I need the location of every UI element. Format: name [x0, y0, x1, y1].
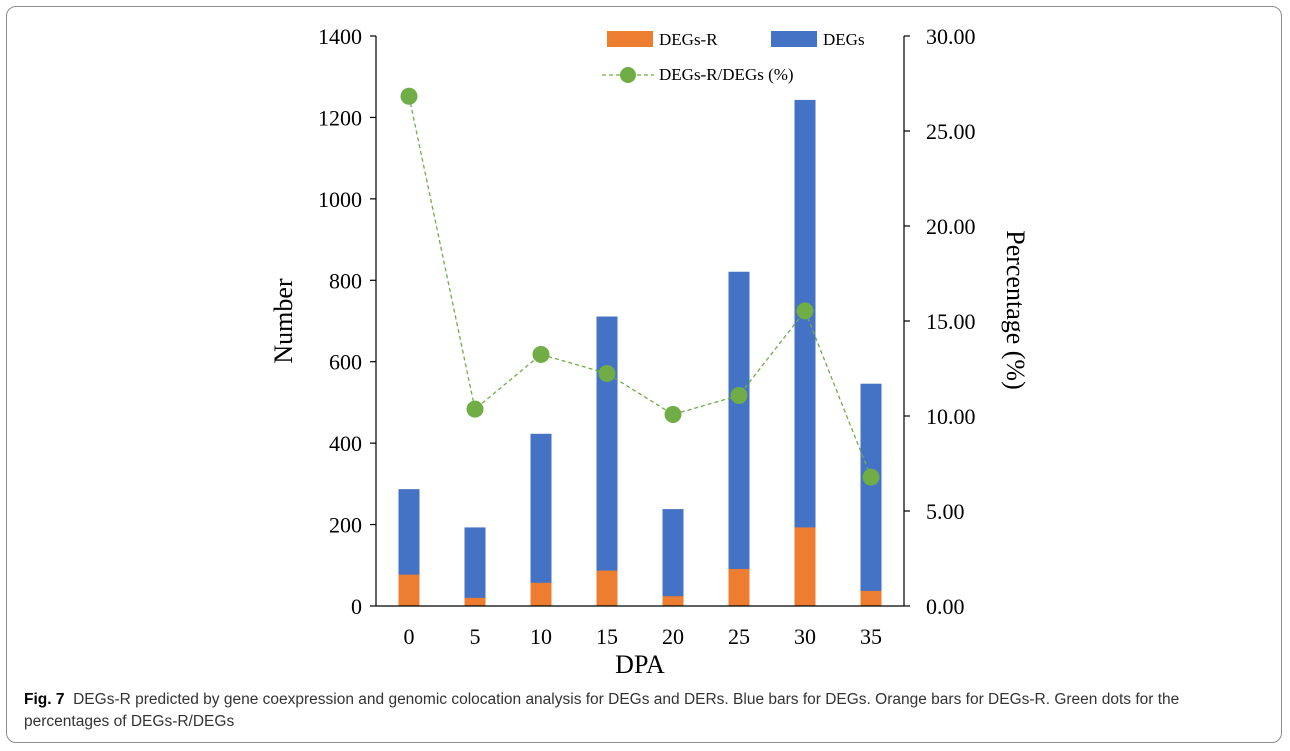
x-tick-label: 0 — [404, 624, 415, 649]
x-tick-label: 35 — [860, 624, 882, 649]
right-tick-label: 5.00 — [926, 499, 965, 524]
legend-swatch-degs-r — [607, 31, 653, 47]
point-ratio-20 — [664, 405, 682, 423]
legend-label-degs-r: DEGs-R — [659, 30, 718, 49]
bar-degs-r-20 — [662, 596, 684, 606]
x-tick-label: 25 — [728, 624, 750, 649]
legend-swatch-degs — [771, 31, 817, 47]
right-tick-label: 10.00 — [926, 404, 976, 429]
figure-caption: Fig. 7 DEGs-R predicted by gene coexpres… — [24, 689, 1254, 733]
point-ratio-25 — [730, 386, 748, 404]
bar-degs-r-5 — [464, 597, 486, 606]
left-tick-label: 600 — [329, 350, 362, 375]
bar-degs-35 — [860, 383, 882, 606]
bar-degs-15 — [596, 316, 618, 606]
right-tick-label: 0.00 — [926, 594, 965, 619]
x-tick-label: 10 — [530, 624, 552, 649]
point-ratio-0 — [400, 87, 418, 105]
x-tick-label: 5 — [470, 624, 481, 649]
x-axis: 0 5 10 15 20 25 30 35 — [376, 605, 904, 649]
bar-degs-r-15 — [596, 570, 618, 606]
left-tick-label: 1000 — [318, 187, 362, 212]
figure-frame — [6, 6, 1282, 743]
line-ratio — [408, 96, 872, 478]
left-tick-label: 1200 — [318, 105, 362, 130]
legend-marker-ratio — [620, 67, 636, 83]
left-tick-label: 800 — [329, 268, 362, 293]
right-tick-label: 25.00 — [926, 119, 976, 144]
point-ratio-15 — [598, 364, 616, 382]
bar-degs-r-35 — [860, 590, 882, 606]
caption-text: DEGs-R predicted by gene coexpression an… — [24, 691, 1180, 730]
legend: DEGs-R DEGs DEGs-R/DEGs (%) — [602, 30, 865, 84]
x-tick-label: 20 — [662, 624, 684, 649]
right-tick-label: 20.00 — [926, 214, 976, 239]
bar-degs-r-10 — [530, 582, 552, 606]
right-tick-label: 15.00 — [926, 309, 976, 334]
legend-label-ratio: DEGs-R/DEGs (%) — [659, 65, 794, 84]
x-axis-label: DPA — [615, 650, 665, 679]
bar-degs-30 — [794, 99, 816, 607]
point-ratio-30 — [796, 302, 814, 320]
bar-degs-r-25 — [728, 568, 750, 606]
left-tick-label: 200 — [329, 513, 362, 538]
bar-degs-20 — [662, 509, 684, 606]
point-ratio-5 — [466, 400, 484, 418]
bar-degs-5 — [464, 527, 486, 606]
bar-degs-10 — [530, 433, 552, 606]
bars-layer — [398, 99, 882, 607]
bar-degs-r-0 — [398, 574, 420, 606]
left-axis: 0 200 400 600 800 1000 1200 1400 — [318, 24, 377, 619]
x-tick-label: 30 — [794, 624, 816, 649]
caption-label: Fig. 7 — [24, 691, 65, 708]
right-tick-label: 30.00 — [926, 24, 976, 49]
point-ratio-10 — [532, 345, 550, 363]
left-tick-label: 1400 — [318, 24, 362, 49]
bar-degs-r-30 — [794, 527, 816, 606]
legend-label-degs: DEGs — [823, 30, 865, 49]
point-ratio-35 — [862, 468, 880, 486]
bar-degs-25 — [728, 271, 750, 606]
x-tick-label: 15 — [596, 624, 618, 649]
left-tick-label: 0 — [351, 594, 362, 619]
y2-axis-label: Percentage (%) — [1001, 230, 1030, 390]
y-axis-label: Number — [269, 278, 298, 364]
right-axis: 0.00 5.00 10.00 15.00 20.00 25.00 30.00 — [903, 24, 976, 619]
line-layer — [400, 87, 880, 486]
left-tick-label: 400 — [329, 431, 362, 456]
